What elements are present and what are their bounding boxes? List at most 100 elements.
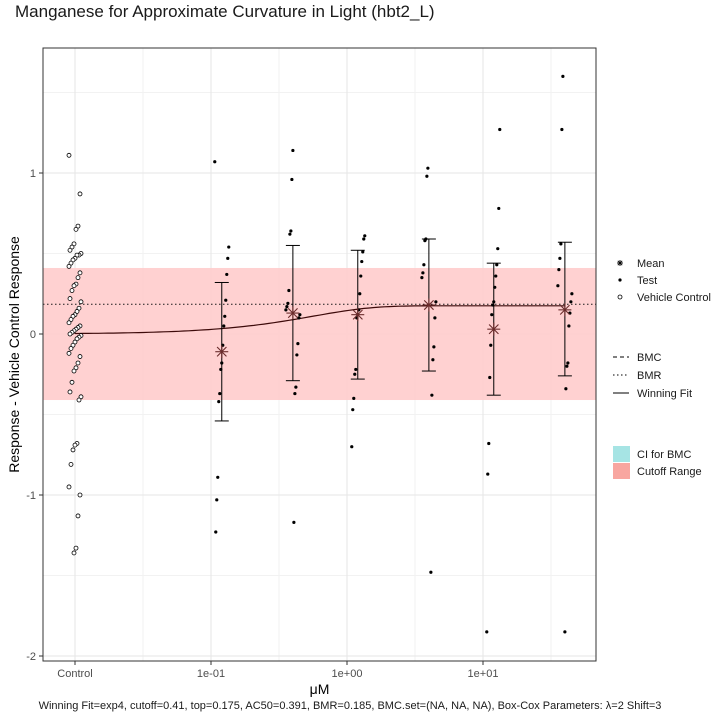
test-point <box>494 274 498 278</box>
test-point <box>359 274 363 278</box>
vehicle-control-point <box>66 263 72 269</box>
test-point <box>485 630 489 634</box>
test-point <box>567 324 571 328</box>
x-axis-title: μM <box>310 681 330 697</box>
test-point <box>426 166 430 170</box>
vehicle-control-point <box>69 379 75 385</box>
test-point <box>556 284 560 288</box>
test-point <box>566 361 570 365</box>
mean-marker <box>487 322 501 336</box>
winning-fit-curve <box>74 305 565 335</box>
x-tick-label: 1e+01 <box>468 668 499 680</box>
test-point <box>216 475 220 479</box>
test-point <box>557 268 561 272</box>
test-point <box>362 237 366 241</box>
test-point <box>288 232 292 236</box>
test-point <box>486 472 490 476</box>
mean-marker <box>558 303 572 317</box>
vehicle-control-point <box>78 299 84 305</box>
vehicle-control-point <box>66 350 72 356</box>
legend-label: Mean <box>637 258 665 270</box>
y-tick-label: 1 <box>30 168 36 180</box>
legend-key-fill <box>613 463 630 479</box>
test-point <box>226 256 230 260</box>
legend-key-mean-icon <box>617 260 623 266</box>
legend-label: CI for BMC <box>637 449 691 461</box>
test-point <box>223 314 227 318</box>
legend-key-stroke <box>617 260 623 266</box>
vehicle-control-point <box>66 320 72 326</box>
test-point <box>350 445 354 449</box>
test-point <box>351 408 355 412</box>
test-point <box>434 300 438 304</box>
test-point <box>490 313 494 317</box>
test-point <box>558 256 562 260</box>
test-point <box>287 288 291 293</box>
fit-summary-footnote: Winning Fit=exp4, cutoff=0.41, top=0.175… <box>0 700 720 712</box>
test-point <box>564 387 568 391</box>
legend-label: Vehicle Control <box>637 292 711 304</box>
legend-key-test-icon <box>618 278 622 282</box>
test-point <box>297 316 301 320</box>
test-point <box>363 234 367 238</box>
test-point <box>215 498 219 502</box>
test-point <box>224 298 228 302</box>
test-point <box>563 630 567 634</box>
vehicle-control-point <box>75 360 81 366</box>
test-point <box>431 358 435 362</box>
test-point <box>559 242 563 246</box>
test-point <box>298 313 302 317</box>
test-point <box>358 292 362 296</box>
test-point <box>214 530 218 534</box>
y-tick-label: -1 <box>26 490 36 502</box>
test-point <box>570 292 574 296</box>
test-point <box>569 300 573 304</box>
mean-marker <box>286 306 300 320</box>
test-point <box>296 342 300 346</box>
vehicle-control-point <box>77 354 83 359</box>
test-point <box>425 174 429 178</box>
test-point <box>218 391 222 396</box>
legend-key-vehicle-icon <box>617 294 623 300</box>
x-tick-label: Control <box>57 668 92 680</box>
test-point <box>360 259 364 264</box>
test-point <box>222 324 226 328</box>
test-point <box>213 160 217 164</box>
mean-marker-stroke <box>423 299 434 311</box>
vehicle-control-point <box>72 442 78 448</box>
vehicle-control-point <box>68 462 74 467</box>
test-point <box>292 520 296 524</box>
mean-marker <box>215 345 229 359</box>
test-point <box>286 301 290 306</box>
test-point <box>289 229 293 233</box>
vehicle-control-point <box>67 296 73 301</box>
legend-label: Winning Fit <box>637 388 692 400</box>
plot-panel <box>42 47 597 662</box>
test-point <box>227 245 231 249</box>
test-point <box>285 305 289 309</box>
legend-label: BMR <box>637 370 662 382</box>
test-point <box>498 127 502 132</box>
test-point <box>495 263 499 267</box>
vehicle-control-point <box>67 331 73 337</box>
vehicle-control-point <box>75 275 81 281</box>
legend-key-fill <box>613 446 630 462</box>
vehicle-control-point <box>77 191 83 197</box>
test-point <box>423 239 427 243</box>
vehicle-control-point <box>70 447 76 453</box>
mean-marker-stroke <box>559 304 570 315</box>
test-point <box>420 276 424 280</box>
test-point <box>284 308 288 312</box>
test-point <box>217 400 221 404</box>
test-point <box>489 343 493 347</box>
test-point <box>293 391 297 396</box>
test-point <box>422 263 426 267</box>
legend-label: Cutoff Range <box>637 466 702 478</box>
legend-label: BMC <box>637 352 662 364</box>
test-point <box>290 177 294 182</box>
vehicle-control-point <box>71 368 77 374</box>
test-point <box>291 148 295 153</box>
vehicle-control-point <box>67 247 73 253</box>
mean-marker-stroke <box>287 308 298 319</box>
